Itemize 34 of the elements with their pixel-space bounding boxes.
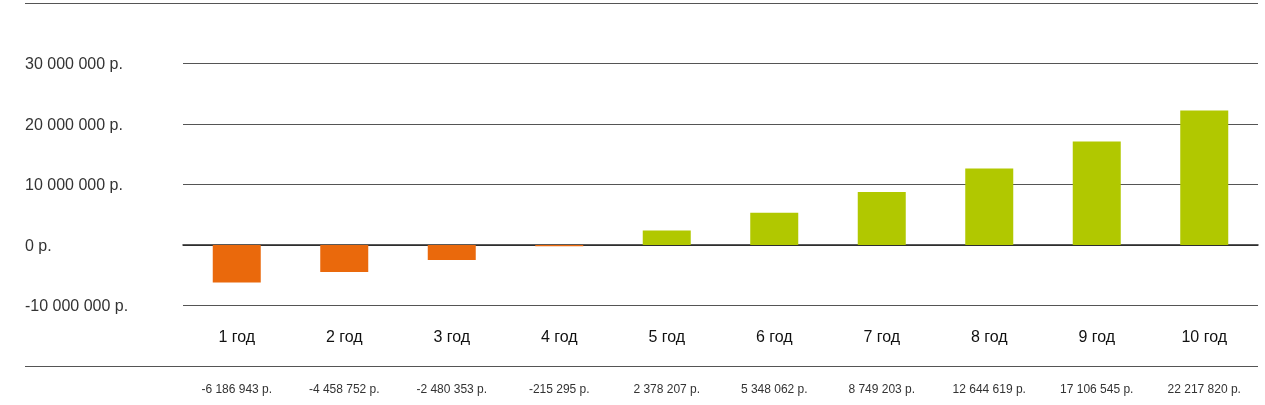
bar [1072, 141, 1121, 245]
x-tick-label: 8 год [970, 327, 1009, 345]
data-label: -4 458 752 р. [308, 382, 380, 396]
x-tick-label: 10 год [1181, 327, 1228, 345]
bar [642, 230, 691, 245]
y-tick-label: 20 000 000 р. [25, 115, 123, 133]
bar [965, 168, 1014, 245]
bar [750, 212, 799, 245]
y-tick-label: 30 000 000 р. [25, 55, 123, 72]
bar [212, 245, 261, 283]
data-label: 17 106 545 р. [1060, 382, 1134, 396]
y-tick-label: 10 000 000 р. [25, 176, 123, 193]
data-label: 8 749 203 р. [848, 382, 916, 396]
x-tick-label: 9 год [1078, 327, 1116, 345]
y-tick-label: 0 р. [25, 236, 52, 254]
y-tick-label: -10 000 000 р. [25, 297, 129, 314]
data-label: 12 644 619 р. [952, 382, 1026, 396]
x-tick-label: 7 год [863, 327, 901, 345]
data-label: -2 480 353 р. [416, 382, 488, 396]
data-label: -6 186 943 р. [201, 382, 273, 396]
x-tick-label: 2 год [325, 327, 364, 345]
x-tick-label: 1 год [218, 327, 256, 345]
data-label: 2 378 207 р. [633, 382, 701, 396]
x-tick-label: 5 год [648, 327, 686, 345]
bar [427, 245, 476, 261]
bar [857, 192, 906, 245]
x-tick-label: 6 год [755, 327, 794, 345]
data-label: -215 295 р. [528, 382, 590, 396]
bar [1180, 110, 1229, 245]
x-tick-label: 3 год [433, 327, 471, 345]
x-tick-label: 4 год [540, 327, 579, 345]
bar [320, 245, 369, 272]
data-label: 5 348 062 р. [740, 382, 808, 396]
data-label: 22 217 820 р. [1167, 382, 1241, 396]
